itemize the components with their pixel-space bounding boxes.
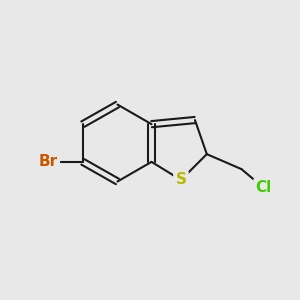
Text: Cl: Cl (256, 180, 272, 195)
Text: Br: Br (39, 154, 58, 169)
Text: S: S (176, 172, 187, 188)
